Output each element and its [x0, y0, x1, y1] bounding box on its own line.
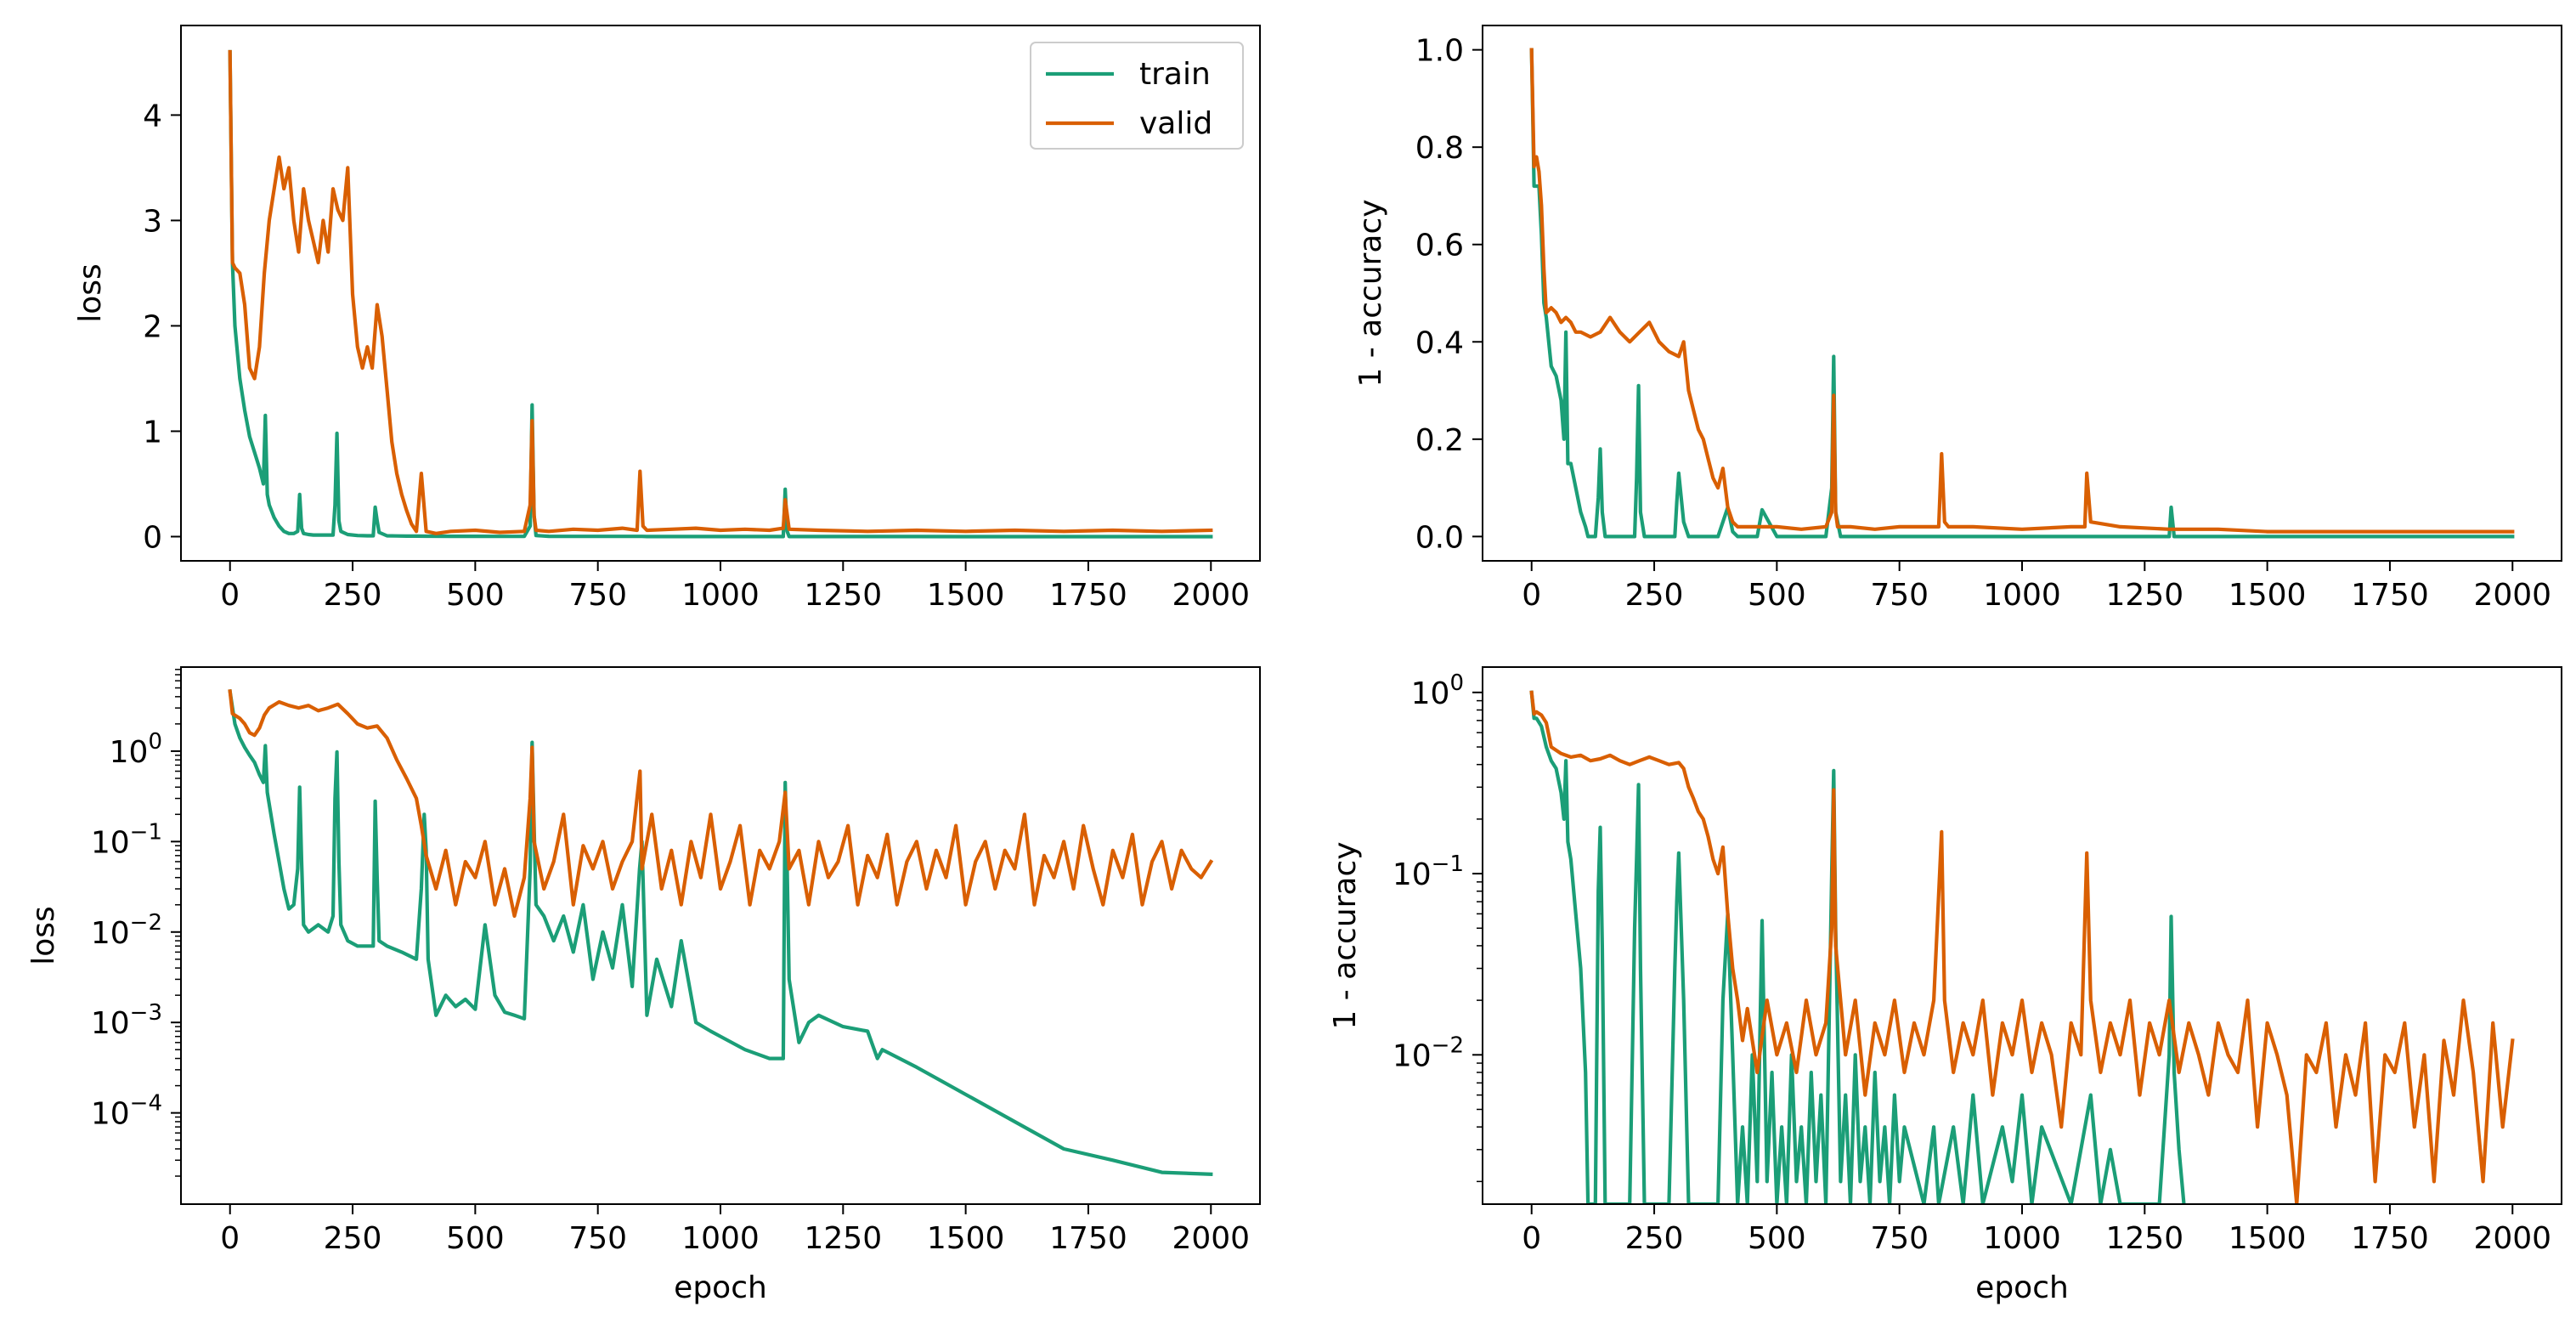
y-tick-label: 0.0	[1415, 520, 1464, 555]
x-tick-label: 500	[1748, 1221, 1806, 1256]
x-tick-label: 750	[1870, 1221, 1929, 1256]
x-tick-label: 750	[1870, 578, 1929, 613]
y-tick-label: 10−3	[91, 1000, 162, 1041]
x-tick-label: 2000	[2473, 1221, 2551, 1256]
x-tick-label: 0	[220, 1221, 240, 1256]
y-tick-label: 10−1	[1393, 851, 1464, 892]
chart-panel-bottom-left: 0 250 500 750 1000 1250 1500 1750 2000 10−4 10−3 10…	[26, 666, 1261, 1305]
y-tick-label: 0.4	[1415, 325, 1464, 360]
y-tick-label: 2	[143, 309, 162, 344]
x-tick-label: 1500	[927, 1221, 1005, 1256]
y-tick-label: 10−2	[1393, 1032, 1464, 1073]
y-axis-label: 1 - accuracy	[1353, 199, 1388, 387]
y-tick-label: 0.8	[1415, 131, 1464, 166]
x-tick-label: 1750	[1049, 578, 1127, 613]
x-axis-label: epoch	[674, 1270, 767, 1305]
x-tick-label: 1500	[927, 578, 1005, 613]
x-tick-label: 0	[1522, 578, 1541, 613]
series-line-valid	[228, 689, 1214, 919]
y-tick-label: 1	[143, 415, 162, 450]
y-axis-label: loss	[26, 906, 61, 965]
x-tick-label: 2000	[1172, 578, 1250, 613]
legend: train valid	[1030, 42, 1244, 150]
x-tick-label: 500	[446, 1221, 505, 1256]
x-tick-label: 1000	[1983, 1221, 2061, 1256]
x-tick-label: 0	[220, 578, 240, 613]
x-tick-label: 1750	[1049, 1221, 1127, 1256]
x-tick-label: 1500	[2229, 578, 2307, 613]
x-tick-label: 1500	[2229, 1221, 2307, 1256]
series-line-valid	[228, 49, 1213, 535]
series-line-valid	[1529, 690, 2515, 1204]
y-axis-label: 1 - accuracy	[1328, 841, 1363, 1029]
y-tick-label: 100	[1411, 670, 1464, 711]
x-tick-label: 500	[1748, 578, 1806, 613]
y-tick-label: 100	[110, 729, 162, 770]
chart-panel-top-left: 0 250 500 750 1000 1250 1500 1750 2000 0 1 2 3 4 loss t…	[73, 25, 1261, 613]
x-tick-label: 500	[446, 578, 505, 613]
x-tick-label: 0	[1522, 1221, 1541, 1256]
x-tick-label: 250	[324, 578, 382, 613]
x-tick-label: 750	[568, 1221, 627, 1256]
y-tick-label: 10−2	[91, 910, 162, 951]
series-line-valid	[1529, 48, 2515, 534]
y-tick-label: 0.6	[1415, 229, 1464, 263]
x-tick-label: 1250	[2106, 578, 2184, 613]
y-tick-label: 10−1	[91, 819, 162, 860]
x-tick-label: 1250	[2106, 1221, 2184, 1256]
x-tick-label: 250	[1625, 578, 1684, 613]
chart-panel-top-right: 0 250 500 750 1000 1250 1500 1750 2000 0.0 0.2 0.4 0…	[1353, 25, 2562, 613]
y-tick-label: 3	[143, 204, 162, 239]
x-tick-label: 250	[324, 1221, 382, 1256]
y-axis-label: loss	[73, 263, 108, 323]
chart-panel-bottom-right: 0 250 500 750 1000 1250 1500 1750 2000 10−2 10−1 10…	[1328, 666, 2562, 1305]
legend-label-train: train	[1139, 57, 1211, 92]
x-tick-label: 1750	[2351, 578, 2429, 613]
x-tick-label: 750	[568, 578, 627, 613]
x-axis-label: epoch	[1975, 1270, 2069, 1305]
series-line-train	[1529, 690, 2186, 1204]
x-tick-label: 2000	[1172, 1221, 1250, 1256]
x-tick-label: 1250	[805, 578, 883, 613]
series-line-train	[1529, 48, 2515, 539]
legend-label-valid: valid	[1139, 106, 1212, 141]
y-tick-label: 4	[143, 99, 162, 133]
y-tick-label: 0.2	[1415, 423, 1464, 458]
panels: 0 250 500 750 1000 1250 1500 1750 200001234losst…	[26, 25, 2562, 1305]
x-tick-label: 1000	[1983, 578, 2061, 613]
x-tick-label: 1000	[681, 1221, 760, 1256]
x-tick-label: 2000	[2473, 578, 2551, 613]
x-tick-label: 1000	[681, 578, 760, 613]
y-tick-label: 0	[143, 520, 162, 555]
y-tick-label: 10−4	[91, 1091, 162, 1132]
x-tick-label: 250	[1625, 1221, 1684, 1256]
x-tick-label: 1250	[805, 1221, 883, 1256]
x-tick-label: 1750	[2351, 1221, 2429, 1256]
y-tick-label: 1.0	[1415, 34, 1464, 69]
